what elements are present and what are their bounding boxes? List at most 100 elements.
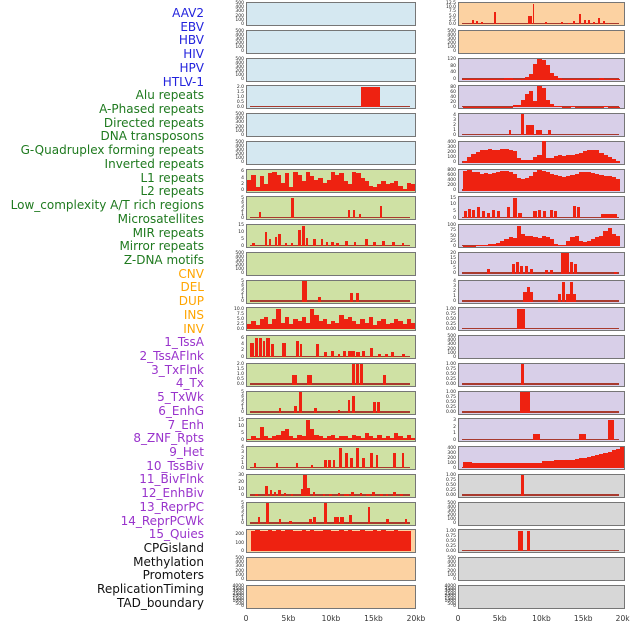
y-tick-label: 10.0 xyxy=(445,5,456,11)
data-bar xyxy=(339,173,344,191)
data-bar xyxy=(391,352,394,357)
track-row-6-enhg: 15 10 5 0 xyxy=(434,196,625,220)
data-bar xyxy=(305,419,311,441)
data-bar xyxy=(558,106,563,108)
y-tick-label: 2 xyxy=(241,291,244,297)
data-bar xyxy=(389,530,395,552)
data-bar xyxy=(406,434,412,441)
track-row-replicationtiming: 500 400 300 200 100 0 xyxy=(434,557,625,581)
track-row-hpv: 500 400 300 200 100 0 xyxy=(222,113,416,137)
data-bar xyxy=(389,437,395,441)
y-tick-label: 2 xyxy=(241,348,244,354)
data-bar xyxy=(268,324,273,330)
data-bar xyxy=(255,493,258,496)
data-bar xyxy=(582,457,588,468)
data-bar xyxy=(496,463,501,468)
data-bar xyxy=(527,530,530,552)
y-tick-label: 0.75 xyxy=(445,478,456,484)
track-panel-1-tssa xyxy=(458,57,625,82)
data-bar xyxy=(335,174,340,191)
track-label-cpgisland: CPGisland xyxy=(143,541,204,556)
data-bar xyxy=(258,212,262,219)
track-panel-ebv xyxy=(246,29,416,54)
y-axis-ticks-6-enhg: 15 10 5 0 xyxy=(434,196,458,220)
track-label-promoters: Promoters xyxy=(142,568,204,583)
data-bar xyxy=(525,235,530,246)
data-bar xyxy=(364,323,370,330)
data-bar xyxy=(352,321,357,330)
data-bar xyxy=(549,173,555,191)
y-tick-label: 2000 xyxy=(232,594,244,600)
data-bar xyxy=(322,493,326,496)
y-tick-label: 1500 xyxy=(232,596,244,602)
data-bar xyxy=(370,452,373,468)
data-bar xyxy=(384,353,389,357)
data-bar xyxy=(312,492,316,496)
y-tick-label: 10 xyxy=(450,261,456,267)
data-bar xyxy=(300,488,304,496)
data-bar xyxy=(373,325,378,330)
data-bar xyxy=(520,364,525,385)
x-tick-label: 5kb xyxy=(281,614,296,623)
data-bar xyxy=(345,452,348,468)
y-tick-label: 2 xyxy=(453,289,456,295)
track-label-hpv: HPV xyxy=(179,60,204,75)
data-bar xyxy=(264,232,268,246)
data-bar xyxy=(398,530,403,552)
data-bar xyxy=(262,341,266,357)
data-bar xyxy=(520,475,525,496)
track-label-12-enhbiv: 12_EnhBiv xyxy=(141,486,204,501)
data-bar xyxy=(553,156,559,163)
data-bar xyxy=(318,436,323,441)
data-bar xyxy=(541,87,546,108)
data-bar xyxy=(523,291,527,302)
y-tick-label: 10.0 xyxy=(233,306,244,312)
y-tick-label: 2 xyxy=(453,424,456,430)
data-bar xyxy=(500,78,505,80)
y-tick-label: 0 xyxy=(453,576,456,582)
data-bar xyxy=(586,79,592,80)
data-bar xyxy=(309,519,312,524)
y-tick-label: 7.5 xyxy=(236,311,244,317)
data-bar xyxy=(574,154,579,163)
data-bar xyxy=(394,181,399,191)
x-tick-label: 10kb xyxy=(321,614,341,623)
data-bar xyxy=(368,185,374,191)
track-panel-methylation xyxy=(458,501,625,526)
y-tick-label: 4 xyxy=(241,342,244,348)
data-bar xyxy=(574,173,579,191)
y-tick-label: 200 xyxy=(447,183,456,189)
data-bar xyxy=(385,184,391,191)
track-label-inverted-repeats: Inverted repeats xyxy=(104,156,204,171)
y-tick-label: 0 xyxy=(241,21,244,27)
data-bar xyxy=(529,291,534,302)
y-tick-label: 200 xyxy=(235,69,244,75)
data-bar xyxy=(310,308,315,330)
data-bar xyxy=(322,529,328,552)
data-bar xyxy=(402,530,407,552)
data-bar xyxy=(299,344,303,357)
baseline xyxy=(250,244,410,246)
track-row-12-enhbiv: 1.00 0.75 0.50 0.25 0.00 xyxy=(434,363,625,387)
track-label-column: AAV2 EBV HBV HIV HPV HTLV-1 Alu repeats A-Phase… xyxy=(0,6,205,611)
track-panel-hiv xyxy=(246,85,416,110)
data-bar xyxy=(561,21,564,24)
data-bar xyxy=(562,459,567,468)
data-bar xyxy=(472,19,475,24)
y-tick-label: 200 xyxy=(447,455,456,461)
data-bar xyxy=(343,319,349,330)
data-bar xyxy=(477,207,481,219)
data-bar xyxy=(483,462,489,468)
data-bar xyxy=(537,86,542,108)
y-axis-ticks-replicationtiming: 500 400 300 200 100 0 xyxy=(434,557,458,581)
y-tick-label: 200 xyxy=(235,568,244,574)
track-label-l2-repeats: L2 repeats xyxy=(140,184,205,199)
data-bar xyxy=(574,235,579,246)
y-tick-label: 1500 xyxy=(444,596,456,602)
y-tick-label: 2 xyxy=(241,207,244,213)
y-tick-label: 300 xyxy=(235,9,244,15)
y-tick-label: 600 xyxy=(447,172,456,178)
